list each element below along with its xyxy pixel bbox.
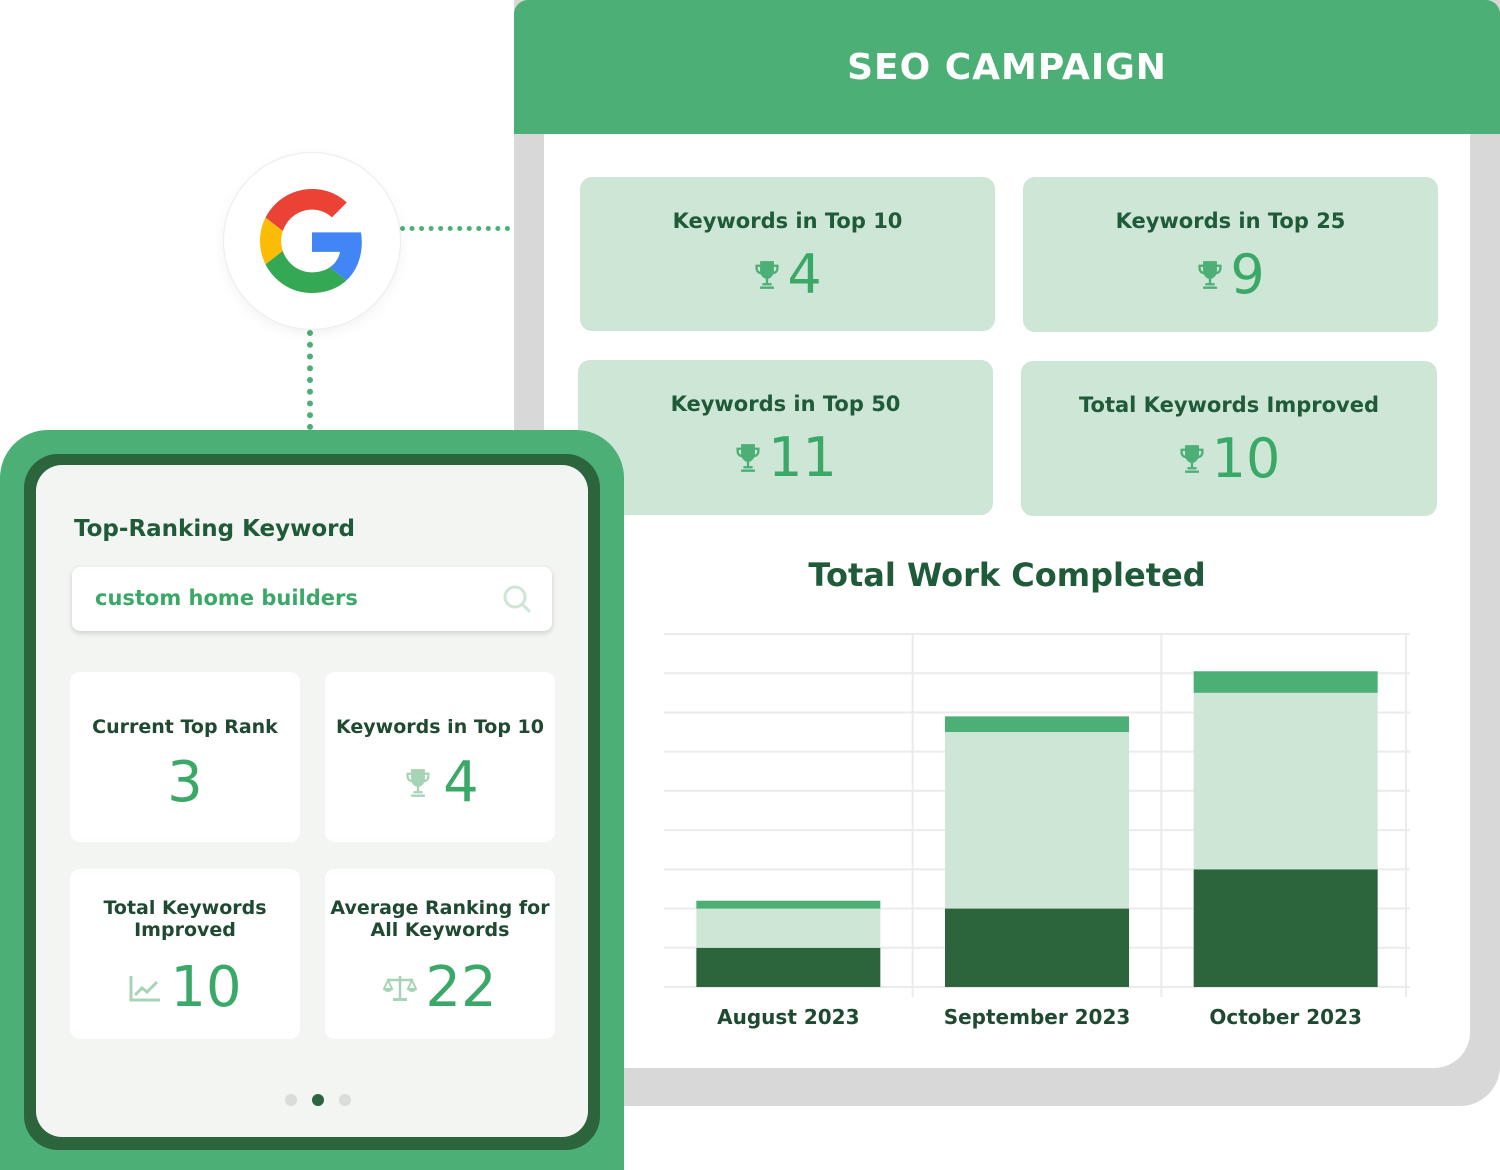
card-value: 4 [443,750,479,815]
current-top-rank-card: Current Top Rank 3 [70,672,300,842]
card-label: Keywords in Top 10 [336,716,544,738]
seo-title: SEO CAMPAIGN [847,46,1167,88]
stat-card-top25: Keywords in Top 25 9 [1023,177,1438,332]
x-tick-label: October 2023 [1209,1005,1362,1029]
bar-segment [945,732,1129,909]
bar-segment [945,716,1129,733]
total-keywords-improved-card: Total Keywords Improved 10 [70,869,300,1039]
bar-segment [1193,692,1378,870]
bar-segment [945,908,1129,987]
card-value: 10 [170,955,242,1020]
trophy-icon [755,260,779,289]
stat-card-top50: Keywords in Top 50 11 [578,360,993,515]
bar-segment [696,947,881,987]
top-ranking-keyword-title: Top-Ranking Keyword [74,516,355,542]
average-ranking-card: Average Ranking for All Keywords 22 [325,869,555,1039]
search-icon[interactable] [502,584,532,614]
trophy-icon [406,768,430,797]
bar-segment [1193,671,1378,693]
bar-segment [696,908,881,948]
stat-label: Keywords in Top 10 [672,209,903,233]
card-label: Total Keywords Improved [103,897,267,941]
chart-title: Total Work Completed [808,556,1206,594]
card-value: 22 [425,955,497,1020]
connector-vertical [307,330,313,430]
card-label: Average Ranking for All Keywords [330,897,550,941]
card-value: 3 [167,750,203,815]
page-dot[interactable] [285,1094,297,1106]
keywords-top10-card: Keywords in Top 10 4 [325,672,555,842]
stat-value: 9 [1230,243,1265,306]
stat-value: 10 [1211,427,1281,490]
search-input[interactable]: custom home builders [95,586,358,610]
stat-label: Keywords in Top 25 [1115,209,1346,233]
x-tick-label: August 2023 [717,1005,859,1029]
chart-trend-icon [129,975,161,1001]
bar-segment [1193,869,1378,987]
stat-card-top10: Keywords in Top 10 4 [580,177,995,331]
stat-label: Total Keywords Improved [1078,393,1380,417]
trophy-icon [736,443,760,472]
work-chart: August 2023 September 2023 October 2023 [664,633,1410,1029]
trophy-icon [1198,260,1222,289]
google-badge [224,153,400,329]
bar-segment [696,900,881,909]
google-logo-icon [260,189,362,293]
stat-value: 4 [787,243,822,306]
scale-icon [383,975,418,1001]
stat-value: 11 [768,426,837,489]
stat-label: Keywords in Top 50 [670,392,901,416]
stat-card-improved: Total Keywords Improved 10 [1021,361,1437,516]
page-dot[interactable] [339,1094,351,1106]
page-dot-active[interactable] [312,1094,324,1106]
seo-header: SEO CAMPAIGN [514,0,1500,134]
connector-horizontal [400,226,510,231]
keyword-search-box[interactable]: custom home builders [72,567,552,631]
trophy-icon [1180,444,1204,473]
x-tick-label: September 2023 [944,1005,1131,1029]
card-label: Current Top Rank [92,716,278,738]
